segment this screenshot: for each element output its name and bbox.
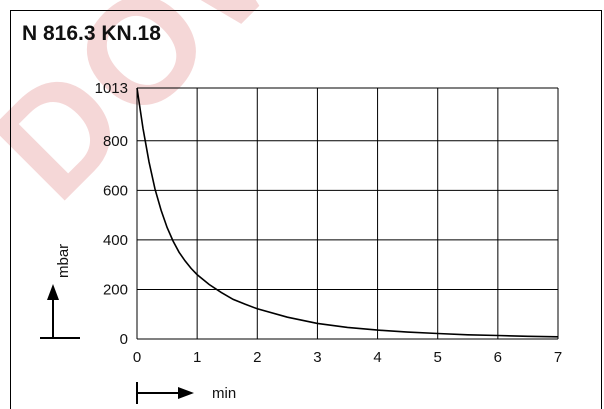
figure-frame — [10, 10, 602, 409]
y-axis-arrow — [40, 284, 80, 339]
y-tick-label: 800 — [103, 133, 128, 150]
x-tick-label: 1 — [193, 349, 201, 366]
x-tick-label: 5 — [434, 349, 442, 366]
y-tick-label: 200 — [103, 281, 128, 298]
y-tick-label: 0 — [120, 331, 128, 348]
y-tick-label: 600 — [103, 182, 128, 199]
series-line — [136, 87, 559, 338]
x-axis-label: min — [212, 385, 236, 402]
x-tick-labels: 0 1 2 3 4 5 6 7 — [133, 349, 562, 366]
x-axis-arrow — [136, 382, 194, 404]
grid — [136, 87, 559, 340]
x-tick-label: 2 — [253, 349, 261, 366]
y-tick-label: 1013 — [95, 80, 128, 97]
chart-title: N 816.3 KN.18 — [22, 22, 161, 45]
y-tick-label: 400 — [103, 232, 128, 249]
x-tick-label: 6 — [494, 349, 502, 366]
y-tick-labels: 0 200 400 600 800 1013 — [95, 80, 128, 348]
x-tick-label: 0 — [133, 349, 141, 366]
x-tick-label: 7 — [554, 349, 562, 366]
y-axis-label: mbar — [55, 244, 72, 278]
x-tick-label: 4 — [373, 349, 381, 366]
x-tick-label: 3 — [313, 349, 321, 366]
